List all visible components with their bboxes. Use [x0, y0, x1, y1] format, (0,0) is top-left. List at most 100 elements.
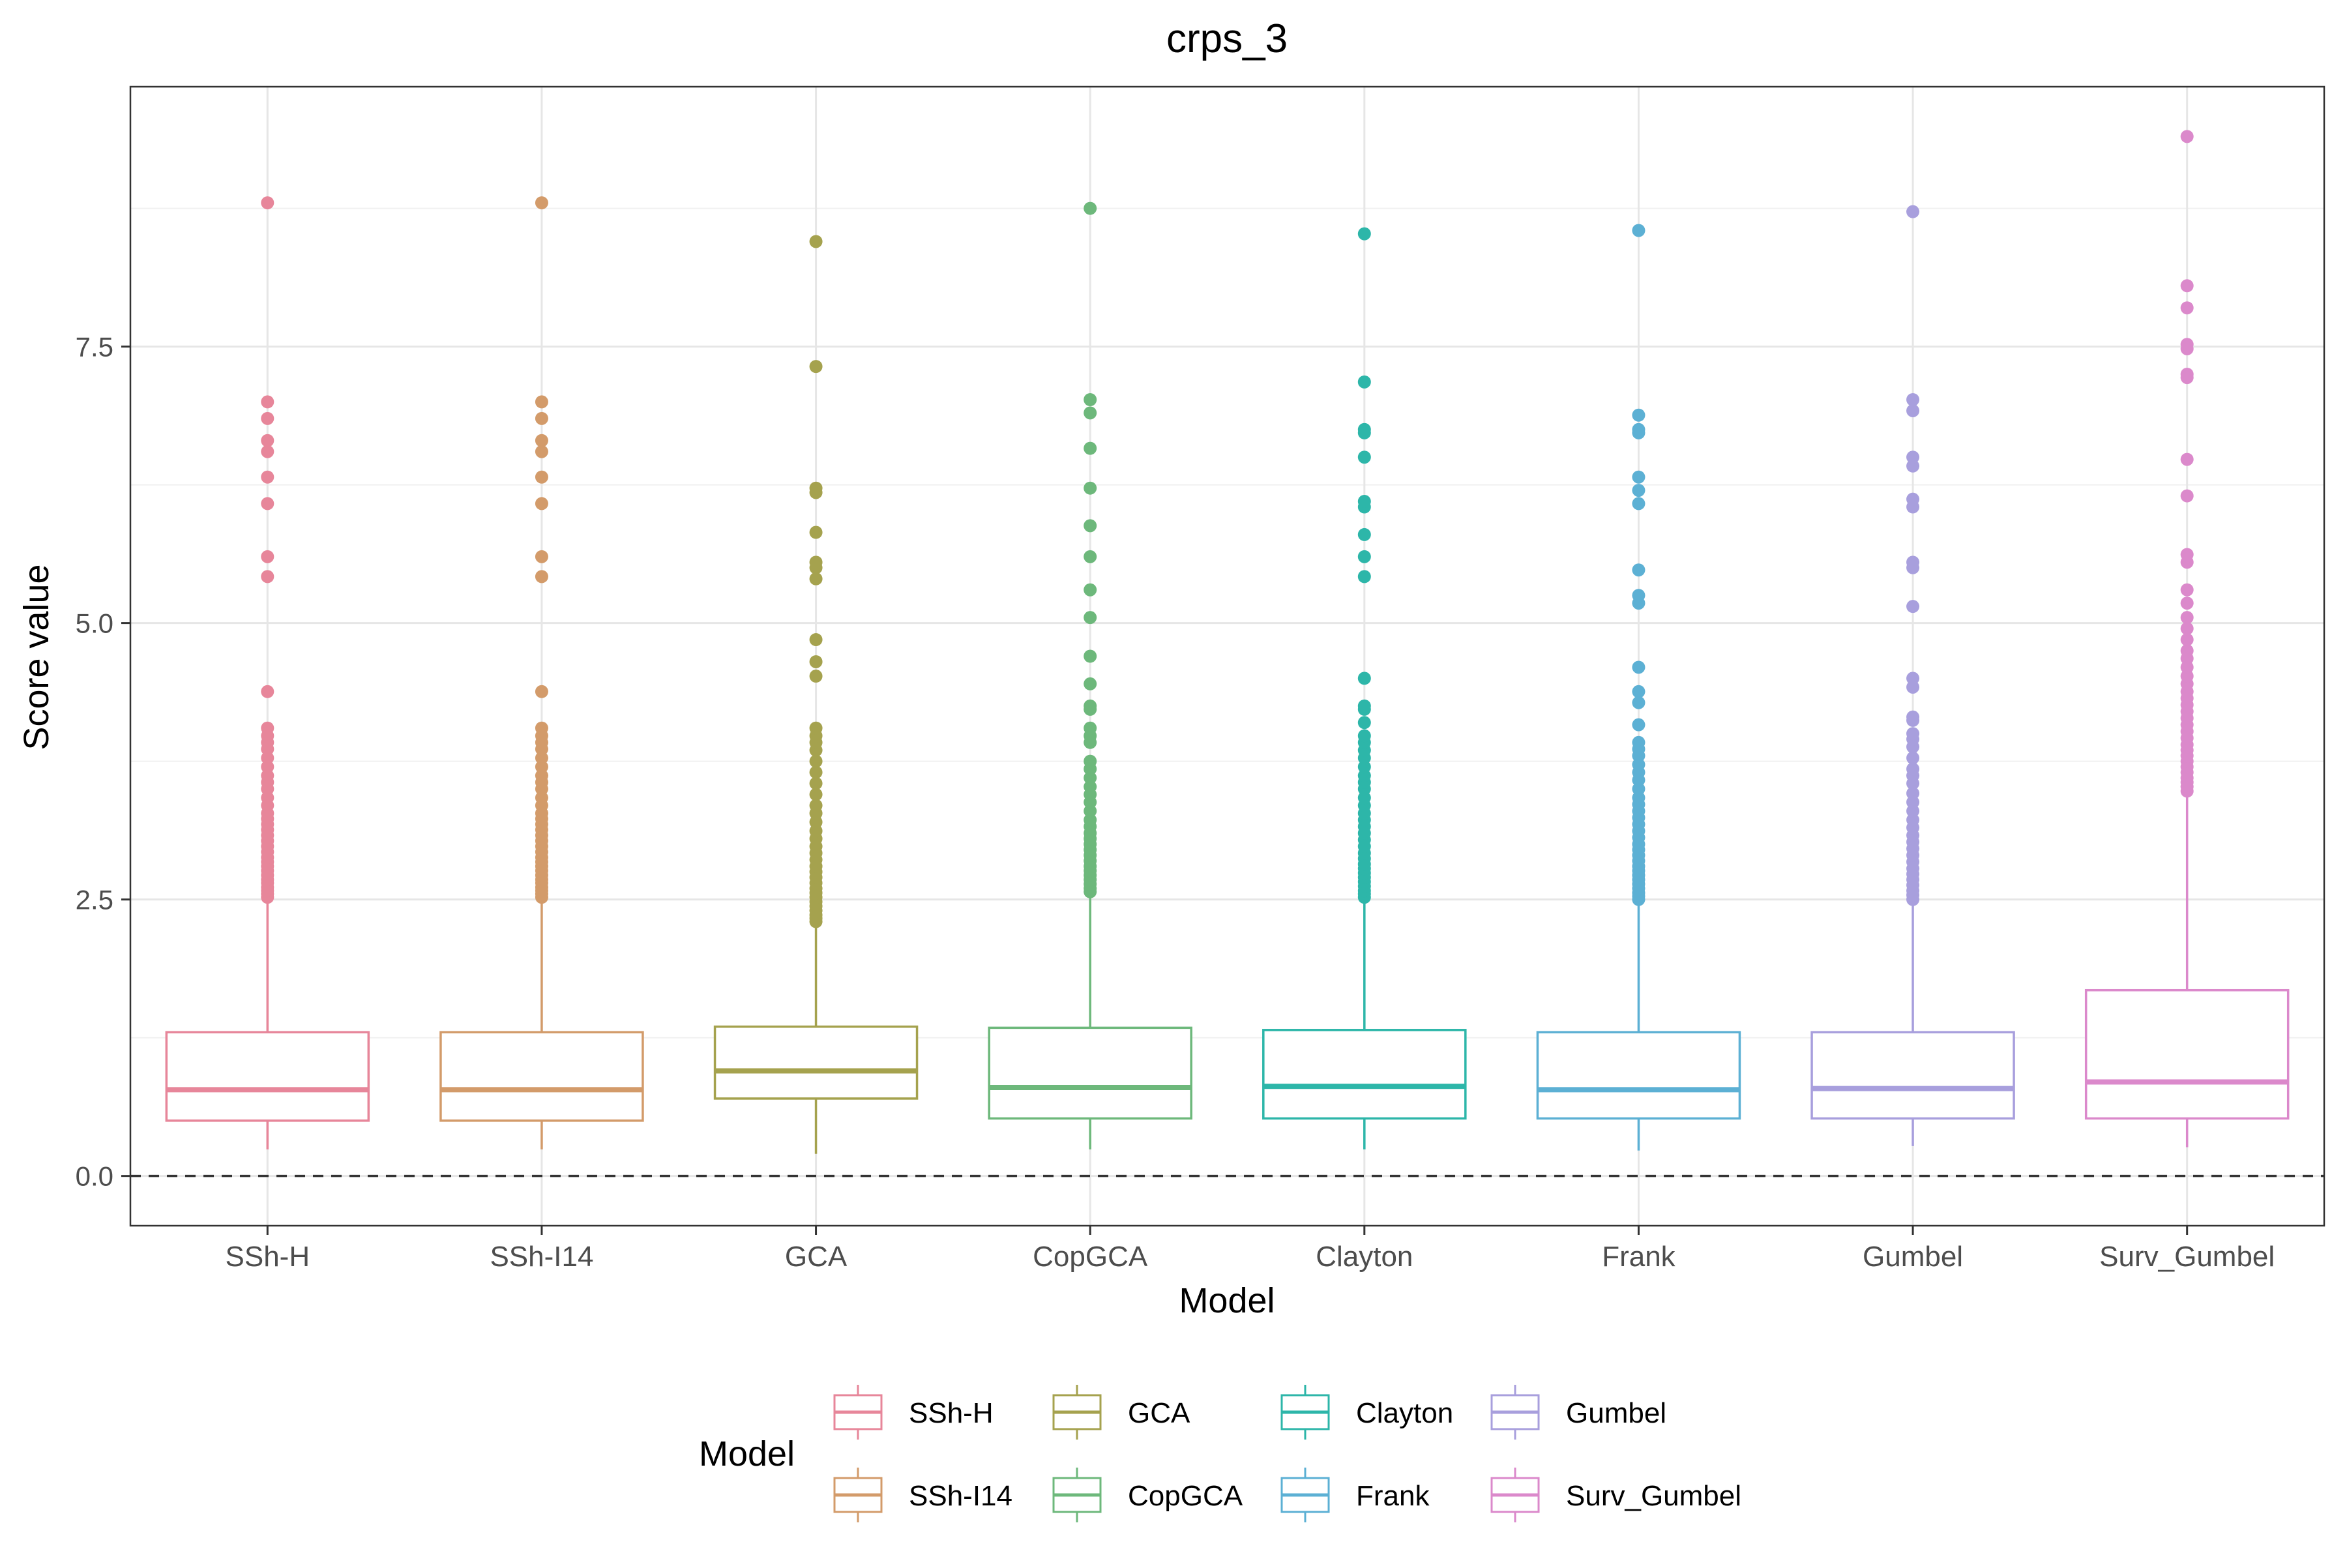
- outlier-point: [2180, 279, 2194, 293]
- outlier-point: [2180, 548, 2194, 561]
- outlier-point: [809, 799, 823, 812]
- y-tick-label: 7.5: [76, 332, 113, 362]
- outlier-point: [2180, 130, 2194, 143]
- outlier-point: [261, 685, 274, 698]
- legend-item-surv-gumbel: Surv_Gumbel: [1490, 1468, 1741, 1522]
- outlier-point: [535, 395, 548, 409]
- outlier-point: [261, 434, 274, 447]
- outlier-point: [1357, 672, 1371, 685]
- outlier-point: [2180, 597, 2194, 610]
- y-tick-label: 5.0: [76, 608, 113, 639]
- legend-item-frank: Frank: [1280, 1468, 1430, 1522]
- outlier-point: [1357, 550, 1371, 563]
- box-iqr: [2084, 988, 2290, 1120]
- box-group-copgca: [988, 201, 1192, 1149]
- outlier-point: [1632, 563, 1646, 577]
- outlier-point: [1357, 227, 1371, 241]
- outlier-point: [1084, 699, 1097, 713]
- outlier-point: [261, 550, 274, 563]
- outlier-point: [535, 411, 548, 425]
- box-iqr: [1262, 1029, 1467, 1120]
- outlier-point: [1906, 492, 1920, 506]
- box-group-ssh-h: [165, 196, 370, 1149]
- box-iqr: [1536, 1031, 1741, 1120]
- outlier-point: [809, 765, 823, 779]
- outlier-point: [1632, 660, 1646, 674]
- outlier-point: [535, 685, 548, 698]
- outlier-point: [535, 550, 548, 563]
- box-group-frank: [1536, 224, 1741, 1151]
- outlier-point: [809, 670, 823, 683]
- outlier-point: [2180, 338, 2194, 351]
- x-tick-label: CopGCA: [1033, 1241, 1148, 1273]
- legend-item-label: Frank: [1356, 1480, 1430, 1512]
- y-tick-label: 2.5: [76, 885, 113, 915]
- outlier-point: [809, 633, 823, 647]
- outlier-point: [1906, 393, 1920, 407]
- outlier-point: [1357, 716, 1371, 730]
- outlier-point: [1357, 527, 1371, 541]
- outlier-point: [1357, 451, 1371, 464]
- legend-item-copgca: CopGCA: [1052, 1468, 1243, 1522]
- outlier-point: [1357, 729, 1371, 743]
- x-tick-label: Surv_Gumbel: [2099, 1241, 2275, 1273]
- outlier-point: [1906, 762, 1920, 776]
- legend-item-label: Clayton: [1356, 1397, 1453, 1429]
- x-tick-label: SSh-H: [226, 1241, 310, 1273]
- outlier-point: [1906, 404, 1920, 417]
- outlier-point: [1084, 481, 1097, 495]
- legend-item-label: Gumbel: [1566, 1397, 1666, 1429]
- outlier-point: [1632, 685, 1646, 698]
- legend-item-ssh-h: SSh-H: [833, 1385, 994, 1440]
- box-iqr: [165, 1031, 370, 1122]
- outlier-point: [1084, 721, 1097, 735]
- outlier-point: [809, 754, 823, 768]
- outlier-point: [535, 721, 548, 735]
- outlier-point: [261, 470, 274, 484]
- outlier-point: [1906, 751, 1920, 765]
- legend-item-label: SSh-I14: [909, 1480, 1012, 1512]
- outlier-point: [809, 235, 823, 248]
- box-group-gumbel: [1810, 205, 2015, 1146]
- outlier-point: [1084, 649, 1097, 663]
- outlier-point: [1084, 393, 1097, 407]
- outlier-point: [1632, 718, 1646, 732]
- outlier-point: [535, 445, 548, 458]
- outlier-point: [261, 411, 274, 425]
- panel-border: [129, 85, 2325, 1227]
- outlier-point: [1357, 699, 1371, 713]
- outlier-point: [2180, 489, 2194, 503]
- outlier-point: [1084, 550, 1097, 563]
- outlier-point: [1357, 375, 1371, 389]
- outlier-point: [2180, 633, 2194, 647]
- outlier-point: [1084, 677, 1097, 690]
- box-group-gca: [713, 235, 919, 1154]
- outlier-point: [2180, 644, 2194, 658]
- outlier-point: [809, 360, 823, 374]
- outlier-point: [1906, 786, 1920, 800]
- outlier-point: [2180, 367, 2194, 381]
- outlier-point: [2180, 622, 2194, 636]
- outlier-point: [1632, 422, 1646, 436]
- outlier-point: [261, 570, 274, 584]
- outlier-point: [261, 196, 274, 210]
- box-group-ssh-i14: [439, 196, 644, 1149]
- outlier-point: [1084, 611, 1097, 625]
- outlier-point: [1632, 497, 1646, 510]
- outlier-point: [1084, 201, 1097, 215]
- box-layer: [165, 130, 2290, 1154]
- outlier-point: [1632, 224, 1646, 237]
- outlier-point: [1084, 441, 1097, 455]
- outlier-point: [809, 777, 823, 790]
- outlier-point: [809, 721, 823, 735]
- outlier-point: [1357, 422, 1371, 436]
- x-axis: SSh-H SSh-I14 GCA CopGCA Clayton Frank Gumbel S…: [226, 1226, 2275, 1273]
- outlier-point: [1084, 754, 1097, 768]
- box-group-clayton: [1262, 227, 1467, 1149]
- outlier-point: [809, 525, 823, 539]
- outlier-point: [809, 655, 823, 668]
- outlier-point: [2180, 583, 2194, 597]
- legend-item-ssh-i14: SSh-I14: [833, 1468, 1012, 1522]
